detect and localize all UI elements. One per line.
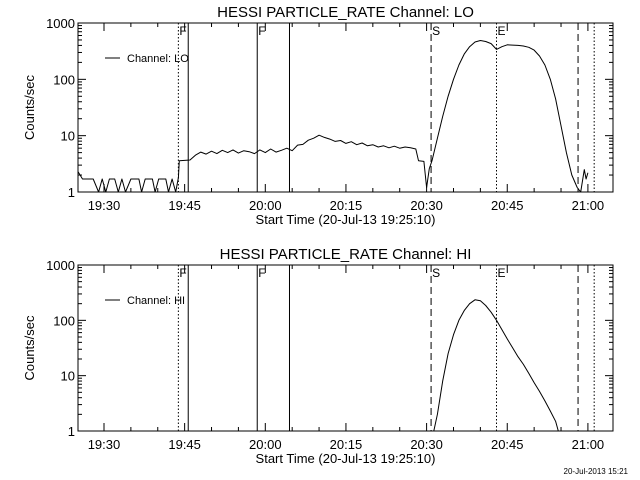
x-axis-label: Start Time (20-Jul-13 19:25:10) <box>256 212 436 227</box>
event-marker-label: F <box>179 24 186 38</box>
series-line <box>433 299 559 432</box>
x-tick-label: 20:30 <box>410 198 443 213</box>
y-axis-label: Counts/sec <box>22 315 37 381</box>
series-line <box>77 40 589 193</box>
event-marker-label: E <box>498 266 506 280</box>
event-marker-label: F <box>258 24 265 38</box>
x-tick-label: 20:15 <box>330 437 363 452</box>
y-tick-label: 10 <box>61 129 75 144</box>
panel-hi: HESSI PARTICLE_RATE Channel: HI 1 10 100 100… <box>22 246 614 466</box>
x-tick-label: 20:45 <box>491 437 524 452</box>
y-axis-label: Counts/sec <box>22 74 37 140</box>
x-tick-label: 20:45 <box>491 198 524 213</box>
y-tick-label: 100 <box>53 72 75 87</box>
legend-label: Channel: HI <box>127 295 185 307</box>
y-tick-label: 100 <box>53 313 75 328</box>
x-tick-label: 19:30 <box>88 437 121 452</box>
x-tick-label: 21:00 <box>572 437 605 452</box>
chart-title: HESSI PARTICLE_RATE Channel: LO <box>217 4 474 21</box>
event-marker-label: S <box>432 24 440 38</box>
x-tick-label: 20:00 <box>249 437 282 452</box>
y-tick-label: 1000 <box>46 258 75 273</box>
plot-frame <box>77 264 614 432</box>
event-marker-label: S <box>432 266 440 280</box>
x-tick-label: 20:30 <box>410 437 443 452</box>
x-tick-label: 19:45 <box>168 198 201 213</box>
x-tick-label: 20:15 <box>330 198 363 213</box>
y-tick-label: 1000 <box>46 16 75 31</box>
legend-label: Channel: LO <box>127 53 189 65</box>
y-tick-label: 10 <box>61 369 75 384</box>
footer-timestamp: 20-Jul-2013 15:21 <box>564 467 629 476</box>
plot-frame <box>77 22 614 193</box>
event-marker-label: F <box>179 266 186 280</box>
event-marker-label: E <box>498 24 506 38</box>
y-tick-label: 1 <box>68 424 75 439</box>
event-marker-label: F <box>258 266 265 280</box>
chart-title: HESSI PARTICLE_RATE Channel: HI <box>220 246 472 263</box>
x-tick-label: 19:45 <box>168 437 201 452</box>
x-tick-label: 19:30 <box>88 198 121 213</box>
y-tick-label: 1 <box>68 185 75 200</box>
panel-lo: HESSI PARTICLE_RATE Channel: LO 1 10 100 100… <box>22 4 614 227</box>
x-tick-label: 20:00 <box>249 198 282 213</box>
x-tick-label: 21:00 <box>572 198 605 213</box>
x-axis-label: Start Time (20-Jul-13 19:25:10) <box>256 451 436 466</box>
